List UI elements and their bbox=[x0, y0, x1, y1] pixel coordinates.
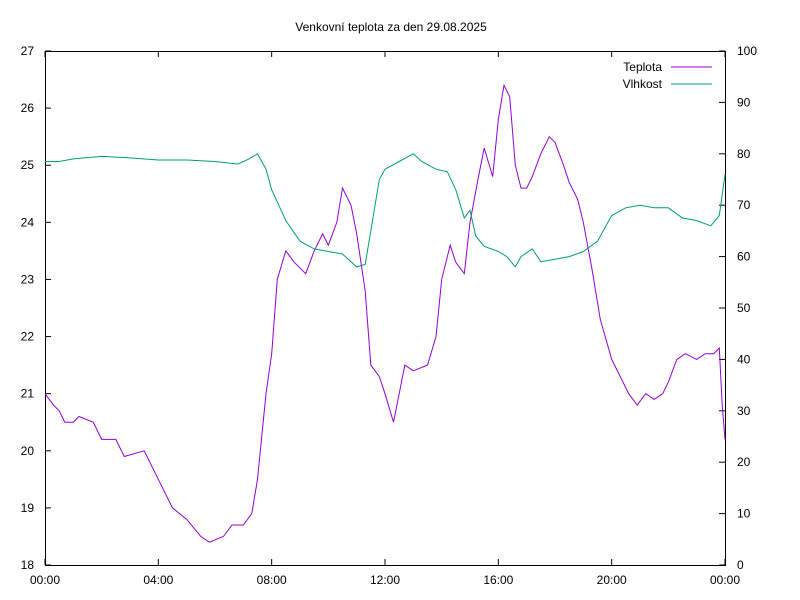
series-layer bbox=[44, 83, 726, 543]
y2-tick-label: 0 bbox=[737, 558, 744, 572]
y-tick-label: 19 bbox=[21, 501, 35, 515]
y2-tick-label: 20 bbox=[737, 455, 751, 469]
x-tick-label: 04:00 bbox=[143, 573, 173, 587]
series-line-vlhkost bbox=[45, 153, 726, 268]
y-axis-left: 18 19 20 21 22 23 24 25 26 27 bbox=[21, 44, 51, 572]
legend: Teplota Vlhkost bbox=[623, 60, 712, 91]
y-tick-label: 23 bbox=[21, 272, 35, 286]
x-tick-label: 20:00 bbox=[597, 573, 627, 587]
y-tick-label: 20 bbox=[21, 444, 35, 458]
y2-tick-label: 100 bbox=[737, 44, 757, 58]
y2-tick-label: 40 bbox=[737, 352, 751, 366]
y2-tick-label: 30 bbox=[737, 404, 751, 418]
plot-border bbox=[45, 51, 726, 566]
y-axis-right: 0 10 20 30 40 50 60 70 80 90 100 bbox=[719, 44, 757, 572]
x-tick-label: 16:00 bbox=[483, 573, 513, 587]
legend-label: Vlhkost bbox=[623, 77, 663, 91]
x-axis: 00:00 04:00 08:00 12:00 16:00 20:00 00:00 bbox=[30, 51, 740, 587]
y2-tick-label: 50 bbox=[737, 301, 751, 315]
legend-label: Teplota bbox=[623, 60, 662, 74]
x-tick-label: 08:00 bbox=[257, 573, 287, 587]
y-tick-label: 24 bbox=[21, 215, 35, 229]
y-tick-label: 21 bbox=[21, 387, 35, 401]
y-tick-label: 26 bbox=[21, 101, 35, 115]
chart-title: Venkovní teplota za den 29.08.2025 bbox=[295, 20, 487, 34]
y-tick-label: 25 bbox=[21, 158, 35, 172]
y-tick-label: 27 bbox=[21, 44, 35, 58]
y-tick-label: 18 bbox=[21, 558, 35, 572]
y-tick-label: 22 bbox=[21, 330, 35, 344]
x-tick-label: 00:00 bbox=[710, 573, 740, 587]
y2-tick-label: 80 bbox=[737, 147, 751, 161]
x-tick-label: 12:00 bbox=[370, 573, 400, 587]
series-line-teplota bbox=[44, 83, 726, 543]
y2-tick-label: 90 bbox=[737, 95, 751, 109]
y2-tick-label: 60 bbox=[737, 250, 751, 264]
y2-tick-label: 70 bbox=[737, 198, 751, 212]
x-tick-label: 00:00 bbox=[30, 573, 60, 587]
y2-tick-label: 10 bbox=[737, 507, 751, 521]
